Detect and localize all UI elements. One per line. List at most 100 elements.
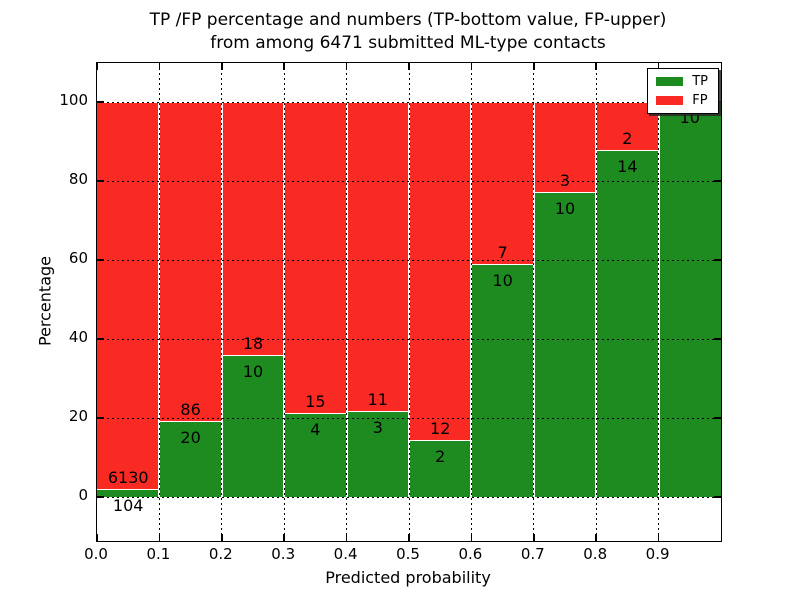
bar-segment-fp [533, 102, 597, 194]
bar-segment-tp [346, 412, 409, 497]
x-tick-mark-top [158, 63, 161, 70]
tp-count-label: 20 [180, 428, 201, 448]
x-gridline [470, 63, 472, 541]
x-tick-mark [221, 534, 223, 541]
x-tick-mark-top [283, 63, 285, 70]
x-tick-label: 0.2 [208, 545, 233, 563]
legend: TP FP [647, 68, 719, 114]
x-tick-mark [345, 534, 348, 541]
plot-area: 6130 104 86 20 18 10 15 4 11 3 12 2 7 10 3 10 2 14 10 TP F… [96, 62, 722, 542]
x-tick-mark [595, 534, 597, 541]
legend-label-fp: FP [692, 93, 708, 108]
x-gridline [346, 63, 348, 541]
bar-segment-fp [221, 102, 285, 356]
y-tick-mark [97, 180, 104, 182]
y-gridline [97, 417, 721, 419]
y-gridline [97, 496, 721, 498]
bar-segment-fp [346, 102, 409, 413]
y-gridline [97, 338, 721, 340]
legend-item-fp: FP [656, 94, 708, 107]
y-tick-label: 0 [78, 486, 88, 504]
bar-segment-tp [533, 193, 597, 497]
y-tick-mark-right [714, 259, 721, 261]
bar-segment-fp [409, 102, 472, 441]
fp-count-label: 7 [497, 242, 508, 262]
x-tick-mark [96, 534, 98, 541]
y-tick-mark [97, 259, 104, 261]
bar-segment-fp [97, 102, 160, 491]
x-tick-label: 0.8 [583, 545, 608, 563]
plot-canvas: 6130 104 86 20 18 10 15 4 11 3 12 2 7 10 3 10 2 14 10 [96, 63, 721, 541]
x-tick-label: 0.9 [645, 545, 670, 563]
x-tick-mark-top [470, 63, 473, 70]
fp-legend-swatch-icon [656, 96, 684, 105]
x-tick-label: 0.4 [333, 545, 358, 563]
tp-count-label: 3 [372, 418, 383, 438]
bar-segment-fp [159, 102, 222, 423]
bar-segment-tp [471, 264, 534, 497]
fp-count-label: 6130 [107, 468, 149, 488]
legend-label-tp: TP [692, 74, 708, 89]
x-gridline [658, 63, 660, 541]
x-tick-mark [657, 534, 660, 541]
tp-count-label: 104 [112, 496, 144, 516]
y-tick-mark [97, 338, 104, 340]
x-gridline [221, 63, 223, 541]
x-axis-label: Predicted probability [325, 568, 491, 587]
bar-segment-tp [409, 440, 472, 497]
x-tick-mark [533, 534, 535, 541]
bar-segment-tp [97, 490, 160, 497]
tp-count-label: 4 [310, 419, 321, 439]
y-tick-mark-right [714, 180, 721, 182]
y-tick-mark-right [714, 338, 721, 340]
x-tick-label: 0.6 [458, 545, 483, 563]
x-gridline [283, 63, 285, 541]
y-tick-mark-right [714, 417, 721, 419]
x-gridline [595, 63, 597, 541]
x-tick-mark [283, 534, 285, 541]
chart-title-line1: TP /FP percentage and numbers (TP-bottom… [149, 10, 667, 30]
fp-count-label: 12 [430, 418, 451, 438]
tp-count-label: 10 [242, 361, 264, 381]
y-tick-label: 20 [68, 407, 88, 425]
bar-segment-fp [284, 102, 347, 414]
x-tick-label: 0.5 [396, 545, 420, 563]
y-tick-label: 80 [68, 170, 88, 188]
x-tick-mark-top [221, 63, 223, 70]
y-tick-label: 100 [59, 91, 88, 109]
x-tick-mark-top [533, 63, 535, 70]
fp-count-label: 2 [622, 129, 633, 149]
x-tick-label: 0.1 [146, 545, 171, 563]
y-tick-mark-right [714, 496, 721, 498]
y-gridline [97, 180, 721, 182]
bar-segment-tp [159, 422, 222, 497]
x-gridline [408, 63, 410, 541]
chart-title: TP /FP percentage and numbers (TP-bottom… [96, 9, 720, 55]
bar-segment-tp [284, 413, 347, 497]
bar-segment-tp [596, 151, 659, 497]
fp-count-label: 15 [305, 391, 326, 411]
x-tick-mark-top [96, 63, 98, 70]
fp-count-label: 11 [367, 390, 388, 410]
x-tick-mark [470, 534, 473, 541]
y-tick-mark [97, 496, 104, 498]
fp-count-label: 18 [242, 333, 264, 353]
bar-segment-tp [658, 102, 721, 497]
tp-legend-swatch-icon [656, 77, 684, 86]
x-tick-label: 0.7 [520, 545, 545, 563]
y-tick-mark [97, 417, 104, 419]
tp-count-label: 14 [617, 157, 638, 177]
x-tick-mark-top [595, 63, 597, 70]
legend-item-tp: TP [656, 75, 708, 88]
x-tick-mark-top [345, 63, 348, 70]
y-tick-mark [97, 101, 104, 103]
tp-count-label: 2 [435, 446, 446, 466]
x-gridline [533, 63, 535, 541]
x-gridline [158, 63, 160, 541]
x-tick-mark-top [408, 63, 410, 70]
y-tick-label: 60 [68, 249, 88, 267]
tp-count-label: 10 [492, 270, 513, 290]
tp-count-label: 10 [554, 199, 576, 219]
y-gridline [97, 259, 721, 261]
